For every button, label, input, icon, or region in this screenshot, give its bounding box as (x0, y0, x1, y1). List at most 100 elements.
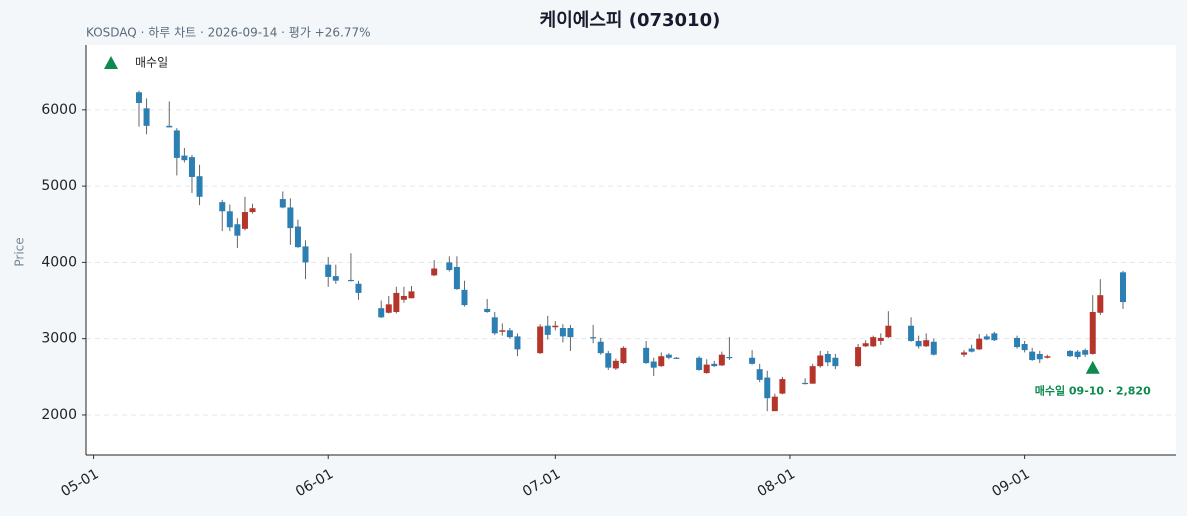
candle-body (703, 364, 710, 373)
candle-body (923, 340, 930, 347)
candle-body (915, 340, 922, 347)
candle-body (597, 341, 604, 354)
candle-body (325, 264, 332, 277)
candle-body (173, 130, 180, 158)
candle-body (461, 289, 468, 306)
y-tick-label: 5000 (41, 178, 77, 194)
candle-body (1097, 295, 1104, 313)
candle-body (976, 338, 983, 350)
candle-body (181, 155, 188, 161)
candle-body (908, 325, 915, 341)
candle-body (658, 356, 665, 367)
candle-body (249, 208, 256, 213)
candle-body (385, 304, 392, 313)
candle-body (1014, 337, 1021, 348)
legend-marker (104, 56, 118, 69)
candle-body (1029, 351, 1036, 361)
candle-body (279, 199, 286, 208)
candle-body (862, 343, 869, 347)
candle-body (711, 363, 718, 367)
candle-body (643, 347, 650, 364)
candle-body (1067, 350, 1074, 357)
candle-body (1036, 353, 1043, 360)
candle-body (499, 330, 506, 332)
candle-body (1082, 350, 1089, 355)
candle-body (1021, 344, 1028, 351)
candle-body (1089, 311, 1096, 354)
candle-body (226, 211, 233, 228)
y-tick-label: 4000 (41, 254, 77, 270)
candle-body (491, 317, 498, 334)
candle-body (241, 212, 248, 229)
chart-title: 케이에스피 (073010) (540, 10, 721, 31)
buy-annotation: 매수일 09-10 · 2,820 (1035, 384, 1151, 398)
candle-body (590, 337, 597, 339)
candle-body (188, 157, 195, 177)
candle-body (408, 291, 415, 299)
candle-body (400, 295, 407, 300)
candle-body (166, 125, 173, 128)
candle-body (779, 379, 786, 394)
candle-body (484, 308, 491, 312)
legend-label: 매수일 (135, 56, 168, 70)
candle-body (559, 327, 566, 337)
candle-body (446, 262, 453, 271)
candle-body (817, 355, 824, 367)
candle-body (809, 366, 816, 384)
candle-body (219, 202, 226, 212)
candle-body (453, 266, 460, 290)
candle-body (544, 325, 551, 335)
buy-marker (1085, 360, 1100, 374)
candle-body (431, 268, 438, 276)
candle-body (196, 176, 203, 197)
candle-body (393, 292, 400, 312)
candle-body (650, 361, 657, 368)
plot-area (86, 45, 1176, 455)
candle-body (378, 308, 385, 318)
candle-body (749, 357, 756, 364)
candle-body (771, 396, 778, 412)
candle-body (870, 337, 877, 347)
y-axis-label: Price (13, 237, 27, 266)
candle-body (332, 276, 339, 281)
y-tick-label: 3000 (41, 331, 77, 347)
candle-body (930, 341, 937, 355)
candle-body (824, 353, 831, 363)
candle-body (877, 337, 884, 341)
candle-body (1120, 272, 1127, 303)
candle-body (347, 279, 354, 282)
candle-body (302, 246, 309, 263)
candle-body (665, 354, 672, 358)
chart-subtitle: KOSDAQ · 하루 차트 · 2026-09-14 · 평가 +26.77% (86, 26, 371, 40)
candle-body (855, 347, 862, 367)
candle-body (612, 360, 619, 369)
candle-body (718, 354, 725, 366)
candle-body (143, 108, 150, 126)
candle-body (991, 333, 998, 341)
candle-body (673, 357, 680, 359)
candle-body (764, 377, 771, 399)
candle-body (552, 325, 559, 328)
candle-body (514, 336, 521, 350)
candle-body (567, 327, 574, 338)
candle-body (355, 283, 362, 293)
candle-body (961, 352, 968, 355)
candle-body (696, 357, 703, 370)
candle-body (756, 369, 763, 380)
candle-body (620, 347, 627, 364)
candle-body (537, 326, 544, 354)
candle-body (506, 330, 513, 338)
candle-body (832, 357, 839, 367)
candle-body (287, 207, 294, 229)
candle-body (135, 92, 142, 103)
candle-body (726, 356, 733, 359)
y-tick-label: 6000 (41, 102, 77, 118)
candle-body (605, 353, 612, 368)
candle-body (1044, 356, 1051, 358)
candle-body (885, 325, 892, 338)
candle-body (968, 348, 975, 352)
candle-body (802, 382, 809, 385)
candle-body (294, 226, 301, 248)
candle-body (983, 336, 990, 340)
